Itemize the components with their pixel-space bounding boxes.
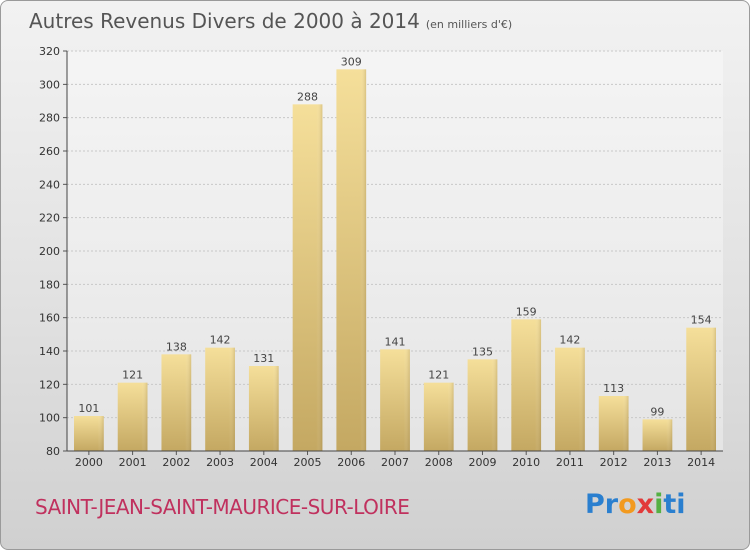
data-label: 288	[297, 90, 318, 103]
data-label: 309	[341, 55, 362, 68]
y-tick-label: 80	[46, 445, 60, 458]
x-tick-label: 2009	[468, 456, 496, 469]
x-tick-label: 2014	[687, 456, 715, 469]
chart-unit: (en milliers d'€)	[425, 18, 513, 31]
bar-shade	[380, 349, 410, 451]
x-tick-label: 2001	[119, 456, 147, 469]
y-tick-label: 200	[39, 245, 60, 258]
logo-part-3: x	[636, 489, 655, 520]
y-tick-label: 100	[39, 412, 60, 425]
y-tick-label: 280	[39, 112, 60, 125]
data-label: 138	[166, 340, 187, 353]
bar-shade	[292, 104, 323, 451]
y-tick-label: 140	[39, 345, 60, 358]
bar-shade	[686, 327, 717, 451]
x-tick-label: 2005	[294, 456, 322, 469]
x-tick-label: 2004	[250, 456, 278, 469]
bar-shade	[467, 359, 498, 451]
bar-shade	[511, 319, 542, 451]
y-tick-label: 300	[39, 78, 60, 91]
bars: 101 121 138 142 131 288 309 141 121 135 159 142 113 9…	[73, 55, 717, 451]
logo-part-2: o	[618, 489, 637, 520]
data-label: 113	[603, 382, 624, 395]
x-tick-label: 2012	[600, 456, 628, 469]
bar-shade	[248, 366, 279, 451]
data-label: 121	[122, 369, 143, 382]
chart-title-block: Autres Revenus Divers de 2000 à 2014 (en …	[29, 9, 512, 33]
logo-part-5: ti	[663, 489, 686, 520]
x-tick-label: 2006	[337, 456, 365, 469]
x-tick-label: 2010	[512, 456, 540, 469]
commune-name: SAINT-JEAN-SAINT-MAURICE-SUR-LOIRE	[35, 495, 410, 519]
y-tick-label: 320	[39, 45, 60, 58]
bar-shade	[336, 69, 367, 451]
data-label: 131	[253, 352, 274, 365]
x-tick-label: 2002	[162, 456, 190, 469]
data-label: 142	[210, 334, 231, 347]
y-tick-label: 240	[39, 178, 60, 191]
data-label: 141	[385, 335, 406, 348]
proxiti-logo[interactable]: Proxiti	[585, 489, 686, 520]
bar-shade	[205, 347, 235, 451]
bar-shade	[555, 347, 585, 451]
x-tick-label: 2003	[206, 456, 234, 469]
data-label: 101	[78, 402, 99, 415]
chart-title: Autres Revenus Divers de 2000 à 2014	[29, 9, 420, 33]
bar-shade	[423, 382, 454, 451]
data-label: 154	[691, 314, 712, 327]
logo-part-4: i	[654, 489, 664, 520]
x-tick-label: 2013	[643, 456, 671, 469]
bar-shade	[161, 354, 192, 451]
data-label: 142	[559, 334, 580, 347]
y-tick-label: 120	[39, 378, 60, 391]
axes: 80 100 120 140 160 180 200 220 240 260 280 300 320 20…	[39, 45, 723, 469]
x-tick-label: 2011	[556, 456, 584, 469]
data-label: 135	[472, 345, 493, 358]
y-tick-label: 220	[39, 212, 60, 225]
data-label: 159	[516, 305, 537, 318]
data-label: 99	[650, 405, 664, 418]
x-tick-label: 2000	[75, 456, 103, 469]
y-tick-label: 260	[39, 145, 60, 158]
logo-part-1: Pr	[585, 489, 619, 520]
bar-shade	[642, 419, 673, 451]
data-label: 121	[428, 369, 449, 382]
bar-shade	[73, 416, 104, 451]
y-tick-label: 180	[39, 278, 60, 291]
y-tick-label: 160	[39, 312, 60, 325]
x-tick-label: 2007	[381, 456, 409, 469]
x-tick-label: 2008	[425, 456, 453, 469]
bar-shade	[117, 382, 148, 451]
bar-shade	[598, 396, 629, 451]
